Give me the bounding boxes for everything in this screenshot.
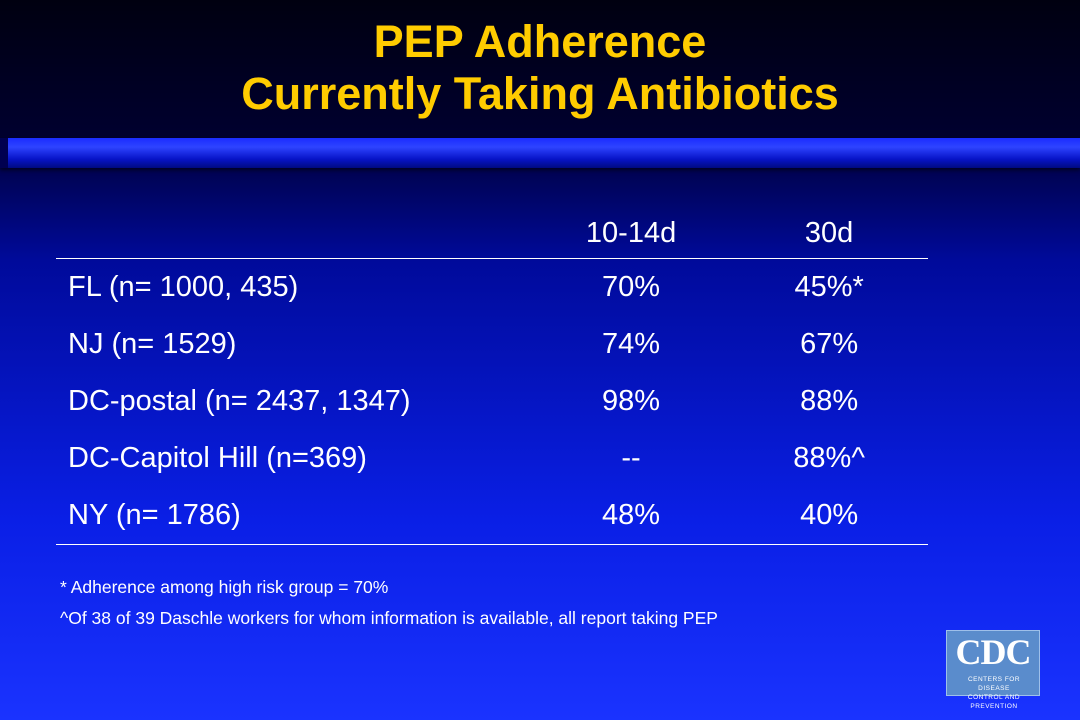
header-30d: 30d xyxy=(730,208,928,259)
cdc-logo-line-2: Control and Prevention xyxy=(967,694,1021,710)
table-row: DC-postal (n= 2437, 1347) 98% 88% xyxy=(56,373,928,430)
header-10-14d: 10-14d xyxy=(531,208,731,259)
row-location: FL (n= 1000, 435) xyxy=(68,271,299,303)
table-row: FL (n= 1000, 435) 70% 45%* xyxy=(56,259,928,317)
table-header-row: 10-14d 30d xyxy=(56,208,928,259)
row-10-14d-value: 98% xyxy=(602,385,661,417)
row-30d-value: 67% xyxy=(800,328,859,360)
row-location: NJ (n= 1529) xyxy=(68,328,237,360)
cdc-logo-line-1: Centers for Disease xyxy=(967,676,1021,692)
header-location xyxy=(56,208,532,259)
row-location: DC-Capitol Hill (n=369) xyxy=(68,442,367,474)
row-10-14d-value: 48% xyxy=(531,487,731,545)
cdc-logo-letters: CDC xyxy=(955,632,1032,672)
row-location: DC-postal (n= 2437, 1347) xyxy=(68,385,411,417)
row-30d-value: 45%* xyxy=(794,271,864,303)
row-location: NY (n= 1786) xyxy=(56,487,532,545)
title-line-1: PEP Adherence xyxy=(373,16,707,67)
cdc-logo-subtitle: Centers for Disease Control and Preventi… xyxy=(951,675,1037,711)
row-10-14d-value: 70% xyxy=(602,271,661,303)
slide-title: PEP Adherence Currently Taking Antibioti… xyxy=(0,16,1080,120)
divider-bar xyxy=(0,138,1080,168)
row-30d-value: 88%^ xyxy=(793,442,865,474)
table-row: DC-Capitol Hill (n=369) -- 88%^ xyxy=(56,430,928,487)
row-30d-value: 40% xyxy=(730,487,928,545)
title-line-2: Currently Taking Antibiotics xyxy=(241,68,839,119)
footnotes: * Adherence among high risk group = 70% … xyxy=(60,572,718,634)
cdc-logo: CDC Centers for Disease Control and Prev… xyxy=(946,630,1040,710)
row-10-14d-value: 74% xyxy=(602,328,661,360)
row-30d-value: 88% xyxy=(800,385,859,417)
table-row: NJ (n= 1529) 74% 67% xyxy=(56,316,928,373)
footnote-high-risk: * Adherence among high risk group = 70% xyxy=(60,577,389,597)
row-10-14d-value: -- xyxy=(621,442,641,474)
table-row: NY (n= 1786) 48% 40% xyxy=(56,487,928,545)
footnote-daschle: ^Of 38 of 39 Daschle workers for whom in… xyxy=(60,608,718,628)
adherence-table: 10-14d 30d FL (n= 1000, 435) 70% 45%* NJ… xyxy=(56,208,928,545)
title-band xyxy=(0,0,1080,140)
